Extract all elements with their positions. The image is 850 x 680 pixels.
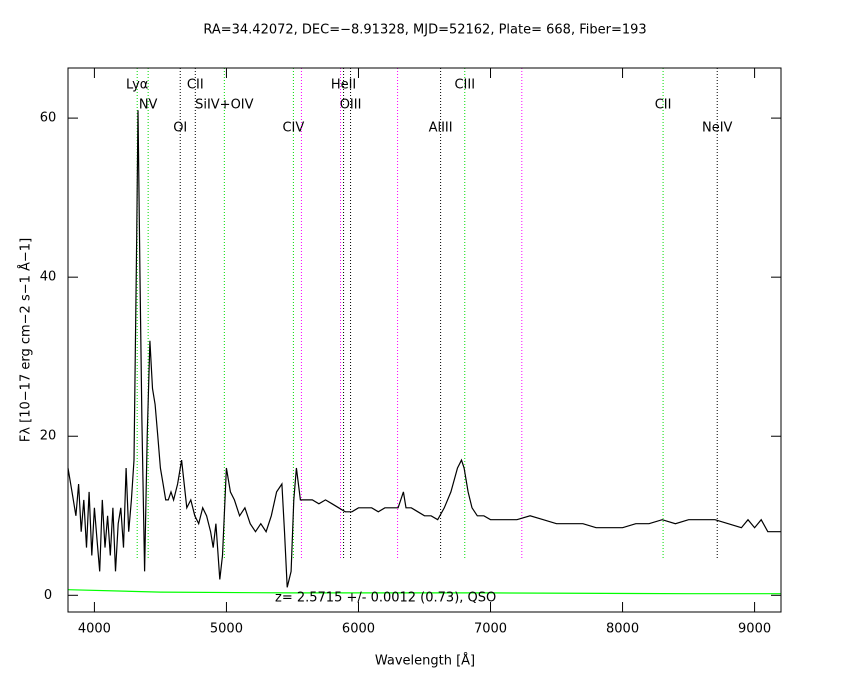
emission-line-label: CIV [282, 121, 304, 136]
x-tick-label: 8000 [606, 622, 639, 637]
spectrum-line [67, 110, 781, 588]
emission-line-label: OI [173, 121, 187, 136]
plot-frame [67, 67, 782, 613]
x-axis-label: Wavelength [Å] [375, 653, 475, 669]
y-tick-label: 20 [40, 429, 57, 444]
emission-line-label: NeIV [702, 121, 733, 136]
emission-line-label: HeII [331, 78, 356, 93]
emission-line-label: OIII [340, 98, 362, 113]
emission-line-label: AlIII [429, 121, 453, 136]
emission-line-label: Lyα [126, 78, 148, 93]
x-tick-label: 6000 [342, 622, 375, 637]
spectrum-line [67, 589, 781, 595]
y-tick-label: 40 [40, 270, 57, 285]
emission-line-label: NV [139, 98, 158, 113]
emission-line-label: CII [187, 78, 204, 93]
emission-line-label: SiIV+OIV [195, 98, 254, 113]
x-tick-label: 9000 [738, 622, 771, 637]
emission-line-label: CIII [454, 78, 475, 93]
x-tick-label: 4000 [78, 622, 111, 637]
chart-title: RA=34.42072, DEC=−8.91328, MJD=52162, Pl… [203, 23, 646, 38]
x-tick-label: 5000 [210, 622, 243, 637]
x-tick-label: 7000 [474, 622, 507, 637]
y-tick-label: 60 [40, 111, 57, 126]
y-tick-label: 0 [44, 588, 52, 603]
y-axis-label: Fλ [10−17 erg cm−2 s−1 Å−1] [18, 238, 34, 442]
annotation: z= 2.5715 +/- 0.0012 (0.73), QSO [275, 591, 496, 606]
emission-line-label: CII [655, 98, 672, 113]
